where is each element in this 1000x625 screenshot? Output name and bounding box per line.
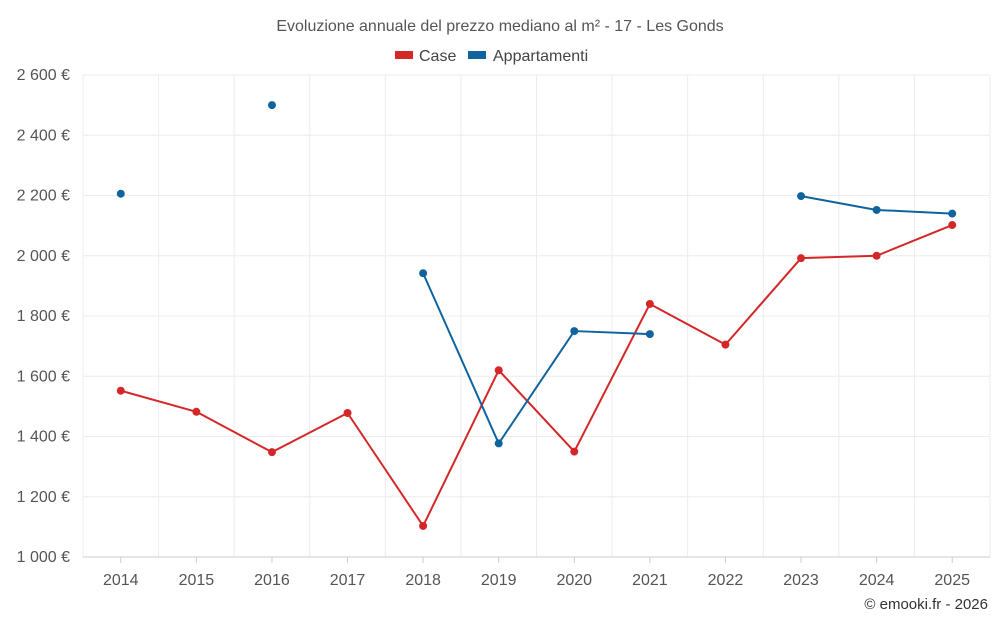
x-tick-label: 2024 [859,572,895,589]
legend-item-appartamenti[interactable]: Appartamenti [468,48,588,65]
data-point-case-2025[interactable] [948,221,957,230]
data-point-case-2023[interactable] [797,254,806,263]
x-tick-label: 2015 [179,572,215,589]
x-tick-label: 2021 [632,572,668,589]
y-axis: 1 000 € 1 200 € 1 400 € 1 600 € 1 800 € 2 000… [17,67,70,566]
data-point-case-2018[interactable] [419,521,428,530]
data-point-appartamenti-2014[interactable] [116,189,125,198]
series [116,101,957,530]
x-tick-label: 2022 [708,572,744,589]
x-tick-label: 2016 [254,572,290,589]
y-tick-label: 1 600 € [17,368,70,385]
x-tick-label: 2018 [405,572,441,589]
y-tick-label: 2 000 € [17,248,70,265]
grid [82,74,991,557]
data-point-appartamenti-2020[interactable] [570,327,579,336]
legend-item-case[interactable]: Case [395,48,456,65]
y-tick-label: 2 600 € [17,67,70,84]
data-point-appartamenti-2016[interactable] [267,101,276,110]
x-tick-label: 2019 [481,572,517,589]
series-case [116,221,957,530]
credit-text: © emooki.fr - 2026 [864,596,988,613]
data-point-appartamenti-2021[interactable] [645,330,654,339]
y-tick-label: 1 000 € [17,549,70,566]
x-tick-label: 2017 [330,572,366,589]
y-tick-label: 2 400 € [17,127,70,144]
y-tick-label: 1 800 € [17,308,70,325]
data-point-appartamenti-2023[interactable] [797,192,806,201]
y-tick-label: 1 200 € [17,489,70,506]
x-axis: 2014 2015 2016 2017 2018 2019 2020 2021 2022 2023… [83,556,990,589]
x-tick-label: 2020 [556,572,592,589]
x-tick-label: 2025 [934,572,970,589]
data-point-case-2024[interactable] [872,251,881,260]
data-point-appartamenti-2018[interactable] [419,269,428,278]
series-appartamenti [116,101,957,448]
legend: Case Appartamenti [395,48,588,65]
data-point-case-2017[interactable] [343,409,352,418]
data-point-case-2016[interactable] [267,448,276,457]
series-line-appartamenti [422,272,650,445]
data-point-case-2021[interactable] [645,299,654,308]
legend-label-case: Case [419,48,456,65]
data-point-appartamenti-2024[interactable] [872,205,881,214]
x-tick-label: 2014 [103,572,139,589]
data-point-case-2015[interactable] [192,407,201,416]
data-point-appartamenti-2025[interactable] [948,209,957,218]
y-tick-label: 2 200 € [17,188,70,205]
y-tick-label: 1 400 € [17,429,70,446]
legend-swatch-appartamenti [468,51,486,59]
chart-title: Evoluzione annuale del prezzo mediano al… [276,18,723,35]
legend-swatch-case [395,51,413,59]
legend-label-appartamenti: Appartamenti [493,48,588,65]
data-point-case-2019[interactable] [494,366,503,375]
series-line-case [120,224,953,527]
data-point-case-2020[interactable] [570,447,579,456]
data-point-case-2014[interactable] [116,386,125,395]
data-point-case-2022[interactable] [721,340,730,349]
x-tick-label: 2023 [783,572,819,589]
data-point-appartamenti-2019[interactable] [494,439,503,448]
